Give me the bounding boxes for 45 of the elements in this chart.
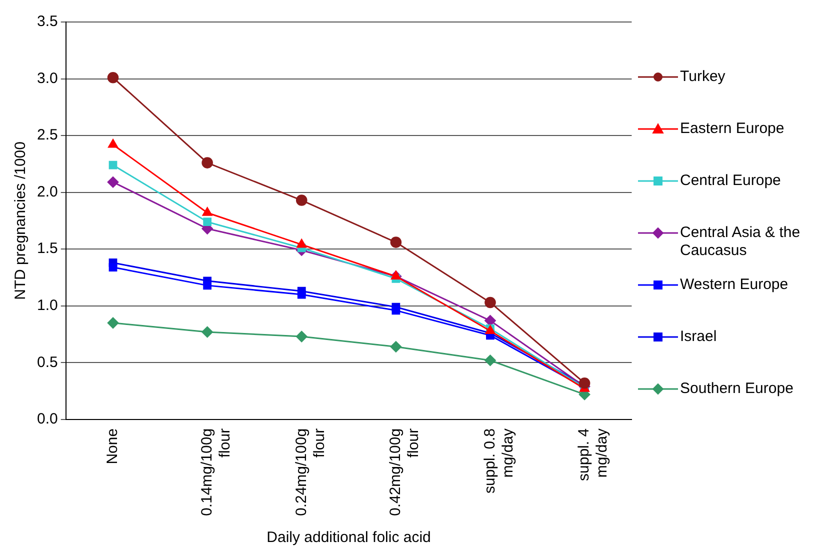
point [390,236,402,248]
y-tick-label: 2.0 [36,183,58,200]
y-tick-label: 3.5 [36,13,58,30]
y-tick-label: 0.5 [36,354,58,371]
point [203,218,212,226]
point [297,290,306,299]
y-tick-label: 2.5 [36,126,58,144]
point [107,317,119,329]
x-tick-label: 0.14mg/100g flour [198,428,234,516]
point [107,176,119,188]
point [296,330,308,342]
point [202,326,213,338]
point [390,341,402,352]
legend-label: Central Asia & the Caucasus [680,224,802,260]
legend-label: Eastern Europe [680,120,784,138]
point [108,160,118,170]
legend-label: Israel [680,328,717,346]
point [484,296,496,308]
point [484,354,496,366]
point [202,207,212,216]
y-tick-label: 3.0 [36,70,58,87]
y-tick-label: 1.0 [36,297,58,314]
x-tick-label: 0.42mg/100g flour [387,428,422,516]
point [108,138,118,148]
y-axis-title: NTD pregnancies /1000 [12,141,30,300]
y-tick-label: 1.5 [36,240,58,258]
point [108,263,118,272]
x-tick-label: 0.24mg/100g flour [292,428,328,516]
point [107,72,119,84]
point [203,281,212,290]
y-tick-label: 0.0 [36,410,58,428]
legend-label: Western Europe [680,276,788,294]
point [296,238,307,248]
point [392,306,400,315]
x-tick-label: suppl. 0.8 mg/day [481,428,516,494]
legend-label: Central Europe [680,172,781,190]
point [296,194,308,206]
legend-label: Turkey [680,68,726,86]
x-tick-label: None [104,428,122,464]
legend-label: Southern Europe [680,380,794,398]
point [202,157,213,168]
point [390,270,401,280]
x-axis-title: Daily additional folic acid [266,529,431,546]
point [578,377,590,389]
x-tick-label: suppl. 4 mg/day [576,428,611,481]
